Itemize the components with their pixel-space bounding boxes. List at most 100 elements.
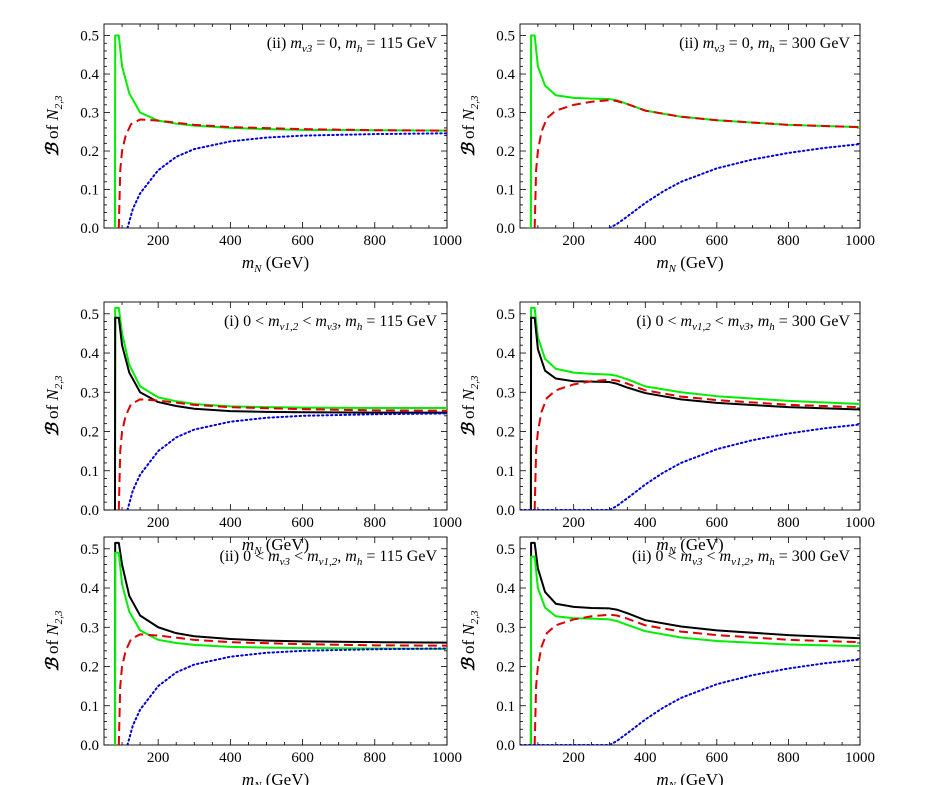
x-tick-label: 600 — [291, 233, 314, 249]
y-tick-label: 0.2 — [496, 660, 515, 676]
x-tick-label: 200 — [562, 515, 585, 531]
y-axis-title: ℬ of N2,3​ — [43, 375, 65, 437]
y-tick-label: 0.1 — [80, 183, 99, 199]
chart-panel-1: 200 400 600 800 1000 0.0 0.1 0.2 0.3 0.4 0.5 (ii) m… — [43, 23, 462, 275]
x-tick-label: 600 — [706, 515, 729, 531]
y-axis-title: ℬ of N2,3​ — [43, 95, 65, 157]
series-line-blue-dotted — [520, 658, 860, 745]
x-tick-label: 400 — [634, 750, 657, 766]
x-tick-label: 800 — [777, 750, 800, 766]
y-tick-label: 0.5 — [80, 307, 99, 323]
x-axis-title: mN​ (GeV) — [242, 770, 309, 785]
y-axis-title: ℬ of N2,3​ — [459, 95, 481, 157]
x-tick-label: 400 — [634, 515, 657, 531]
series-line-black — [529, 541, 860, 745]
y-tick-label: 0.5 — [80, 542, 99, 558]
y-tick-label: 0.3 — [496, 385, 515, 401]
y-tick-label: 0.1 — [80, 464, 99, 480]
y-tick-label: 0.2 — [80, 144, 99, 160]
y-tick-label: 0.1 — [80, 699, 99, 715]
x-tick-label: 1000 — [845, 515, 875, 531]
series-line-black — [113, 541, 447, 745]
x-tick-label: 200 — [562, 233, 585, 249]
y-tick-label: 0.4 — [496, 67, 515, 83]
series-line-black — [529, 316, 860, 510]
x-axis-title: mN​ (GeV) — [656, 770, 723, 785]
x-tick-label: 1000 — [845, 233, 875, 249]
y-tick-label: 0.4 — [80, 346, 99, 362]
y-tick-label: 0.5 — [80, 29, 99, 45]
x-tick-label: 600 — [706, 233, 729, 249]
y-tick-label: 0.5 — [496, 29, 515, 45]
y-tick-label: 0.0 — [496, 221, 515, 237]
series-line-green — [113, 306, 447, 510]
x-tick-label: 1000 — [845, 750, 875, 766]
y-tick-label: 0.5 — [496, 307, 515, 323]
x-tick-label: 1000 — [432, 750, 462, 766]
panel-annotation: (ii) mν3​ = 0, mh​ = 300 GeV — [679, 35, 850, 55]
chart-panel-3: 200 400 600 800 1000 0.0 0.1 0.2 0.3 0.4 0.5 (i) 0 … — [43, 301, 462, 557]
x-axis-title: mN​ (GeV) — [656, 253, 723, 275]
x-tick-label: 200 — [562, 750, 585, 766]
x-tick-label: 400 — [219, 750, 242, 766]
x-tick-label: 200 — [147, 233, 170, 249]
x-tick-label: 800 — [364, 233, 387, 249]
y-tick-label: 0.0 — [80, 221, 99, 237]
plot-frame — [519, 23, 861, 229]
y-tick-label: 0.5 — [496, 542, 515, 558]
y-tick-label: 0.3 — [496, 620, 515, 636]
x-tick-label: 600 — [291, 515, 314, 531]
y-tick-label: 0.0 — [80, 738, 99, 754]
series-line-black — [113, 316, 447, 510]
plot-frame — [519, 301, 861, 511]
y-tick-label: 0.0 — [496, 503, 515, 519]
panel-annotation: (i) 0 < mν1,2​ < mν3​, mh​ = 300 GeV — [636, 313, 850, 333]
series-line-blue-dotted — [126, 647, 447, 745]
y-tick-label: 0.1 — [496, 699, 515, 715]
series-line-red-dashed — [533, 99, 860, 228]
y-tick-label: 0.2 — [80, 425, 99, 441]
chart-panel-5: 200 400 600 800 1000 0.0 0.1 0.2 0.3 0.4 0.5 (ii) 0… — [43, 536, 462, 785]
x-tick-label: 800 — [364, 515, 387, 531]
x-tick-label: 800 — [777, 233, 800, 249]
y-tick-label: 0.3 — [80, 106, 99, 122]
chart-panel-2: 200 400 600 800 1000 0.0 0.1 0.2 0.3 0.4 0.5 (ii) m… — [459, 23, 875, 275]
y-tick-label: 0.1 — [496, 183, 515, 199]
y-axis-title: ℬ of N2,3​ — [459, 375, 481, 437]
y-tick-label: 0.1 — [496, 464, 515, 480]
x-axis-title: mN​ (GeV) — [242, 253, 309, 275]
series-line-red-dashed — [117, 118, 447, 228]
y-tick-label: 0.4 — [496, 581, 515, 597]
panel-annotation: (ii) 0 < mν3​ < mν1,2​, mh​ = 115 GeV — [220, 548, 438, 568]
y-tick-label: 0.2 — [496, 425, 515, 441]
series-line-blue-dotted — [126, 132, 447, 228]
chart-panel-6: 200 400 600 800 1000 0.0 0.1 0.2 0.3 0.4 0.5 (ii) 0… — [459, 536, 875, 785]
series-line-green — [529, 555, 860, 745]
x-tick-label: 800 — [777, 515, 800, 531]
series-line-red-dashed — [533, 378, 860, 510]
x-tick-label: 400 — [219, 515, 242, 531]
y-tick-label: 0.2 — [496, 144, 515, 160]
series-line-red-dashed — [117, 398, 447, 510]
series-line-blue-dotted — [608, 143, 860, 228]
y-axis-title: ℬ of N2,3​ — [459, 610, 481, 672]
x-tick-label: 200 — [147, 750, 170, 766]
x-tick-label: 400 — [634, 233, 657, 249]
panel-annotation: (ii) 0 < mν3​ < mν1,2​, mh​ = 300 GeV — [632, 548, 851, 568]
plot-frame — [103, 536, 448, 746]
series-line-green — [529, 34, 860, 228]
y-tick-label: 0.0 — [80, 503, 99, 519]
series-line-green — [113, 551, 447, 745]
y-tick-label: 0.3 — [80, 385, 99, 401]
y-tick-label: 0.4 — [496, 346, 515, 362]
plot-frame — [103, 23, 448, 229]
plot-frame — [103, 301, 448, 511]
series-line-red-dashed — [117, 633, 447, 745]
y-tick-label: 0.4 — [80, 581, 99, 597]
x-tick-label: 400 — [219, 233, 242, 249]
x-tick-label: 600 — [706, 750, 729, 766]
series-line-green — [113, 34, 447, 228]
y-tick-label: 0.4 — [80, 67, 99, 83]
y-tick-label: 0.0 — [496, 738, 515, 754]
